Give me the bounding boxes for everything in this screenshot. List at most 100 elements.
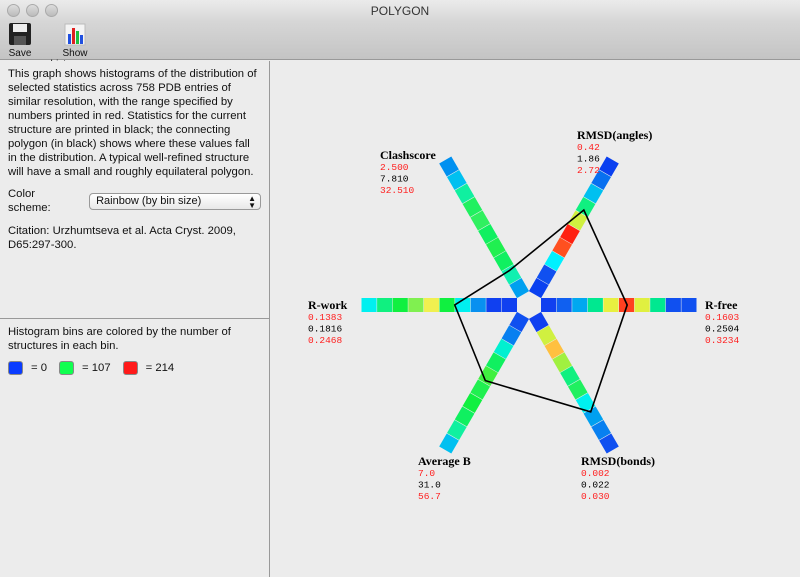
save-label: Save — [8, 48, 32, 59]
histogram-bin — [446, 419, 467, 441]
histogram-bin — [528, 278, 549, 299]
current-value: 31.0 — [418, 480, 441, 491]
histogram-bin — [560, 365, 580, 387]
window-title: POLYGON — [370, 4, 430, 18]
histogram-bin — [665, 298, 681, 312]
current-value: 0.2504 — [705, 324, 740, 335]
histogram-bin — [528, 311, 549, 332]
histogram-bin — [470, 210, 491, 231]
color-scheme-select[interactable]: Rainbow (by bin size) ▲ ▼ — [89, 192, 261, 210]
histogram-bin — [439, 433, 459, 454]
histogram-bin — [454, 406, 475, 427]
histogram-bin — [541, 298, 557, 312]
color-scheme-value: Rainbow (by bin size) — [96, 194, 202, 207]
histogram-bin — [536, 264, 557, 285]
save-button[interactable]: Save — [6, 22, 34, 59]
title-bar: POLYGON — [0, 0, 800, 22]
histogram-bin — [560, 223, 580, 245]
current-value: 1.86 — [577, 154, 600, 165]
close-button[interactable] — [7, 4, 20, 17]
histogram-bin — [462, 392, 483, 414]
legend-label: = 214 — [145, 362, 175, 374]
current-value: 0.022 — [581, 480, 610, 491]
histogram-bin — [439, 156, 459, 177]
current-value: 7.810 — [380, 174, 409, 185]
citation-text: Citation: Urzhumtseva et al. Acta Cryst.… — [8, 225, 236, 251]
histogram-bin — [446, 169, 467, 191]
range-min: 0.1383 — [308, 312, 343, 323]
histogram-bin — [544, 251, 565, 272]
window-controls — [7, 4, 58, 17]
floppy-disk-icon — [9, 23, 31, 45]
histogram-bin — [567, 210, 588, 231]
histogram-bin — [536, 325, 557, 346]
histogram-bin — [572, 298, 588, 312]
histogram-bin — [603, 298, 619, 312]
histogram-bin — [501, 264, 522, 285]
histogram-bin — [583, 183, 604, 204]
axis-label-rmsd-bonds-: RMSD(bonds) — [581, 454, 655, 468]
histogram-bin — [567, 379, 588, 400]
legend-text: Histogram bins are colored by the number… — [8, 326, 231, 352]
histogram-bin — [392, 298, 408, 312]
histogram-bin — [587, 298, 603, 312]
histogram-bin — [544, 338, 565, 359]
legend-label: = 107 — [82, 362, 111, 374]
histogram-bin — [462, 196, 483, 218]
histogram-bin — [485, 352, 506, 373]
axis-label-r-free: R-free — [705, 298, 738, 312]
histogram-bin — [650, 298, 666, 312]
zoom-button[interactable] — [45, 4, 58, 17]
histogram-bin — [454, 183, 475, 204]
red-swatch — [122, 361, 138, 375]
histogram-bin — [599, 433, 619, 454]
range-max: 0.3234 — [705, 335, 740, 346]
histogram-bin — [361, 298, 377, 312]
histogram-icon — [64, 23, 86, 46]
histogram-bin — [478, 365, 498, 387]
histogram-bin — [509, 311, 530, 332]
info-pane: This graph shows histograms of the distr… — [0, 61, 269, 319]
histogram-bin — [591, 169, 612, 191]
minimize-button[interactable] — [26, 4, 39, 17]
histogram-bin — [599, 156, 619, 177]
axis-label-average-b: Average B — [418, 454, 471, 468]
histogram-bin — [591, 419, 612, 441]
legend-pane: Histogram bins are colored by the number… — [0, 319, 269, 381]
left-panel: This graph shows histograms of the distr… — [0, 61, 270, 577]
structure-polygon — [453, 208, 629, 413]
histogram-bin — [493, 338, 514, 359]
range-max: 56.7 — [418, 491, 441, 502]
histogram-bin — [509, 278, 530, 299]
histogram-bin — [501, 298, 517, 312]
histogram-bin — [485, 237, 506, 258]
axis-label-rmsd-angles-: RMSD(angles) — [577, 128, 652, 142]
histogram-bin — [575, 392, 596, 414]
toolbar: Save Show histograms — [0, 22, 800, 70]
range-max: 32.510 — [380, 185, 415, 196]
description-text: This graph shows histograms of the distr… — [8, 68, 257, 178]
histogram-bin — [681, 298, 697, 312]
current-value: 0.1816 — [308, 324, 343, 335]
histogram-bin — [439, 298, 455, 312]
axis-label-clashscore: Clashscore — [380, 148, 436, 162]
green-swatch — [59, 361, 75, 375]
range-min: 2.500 — [380, 162, 409, 173]
range-min: 0.002 — [581, 468, 610, 479]
histogram-bin — [634, 298, 650, 312]
range-max: 0.030 — [581, 491, 610, 502]
histogram-bin — [423, 298, 439, 312]
updown-arrows-icon: ▲ ▼ — [248, 193, 256, 210]
color-scheme-label: Color scheme: — [8, 188, 51, 214]
blue-swatch — [8, 361, 23, 375]
axis-label-r-work: R-work — [308, 298, 348, 312]
histogram-bin — [478, 223, 498, 245]
legend-label: = 0 — [31, 362, 48, 374]
histogram-bin — [470, 298, 486, 312]
histogram-bin — [552, 352, 573, 373]
histogram-bin — [501, 325, 522, 346]
range-min: 7.0 — [418, 468, 435, 479]
histogram-bin — [493, 251, 514, 272]
color-legend: = 0 = 107 = 214 — [8, 361, 261, 375]
